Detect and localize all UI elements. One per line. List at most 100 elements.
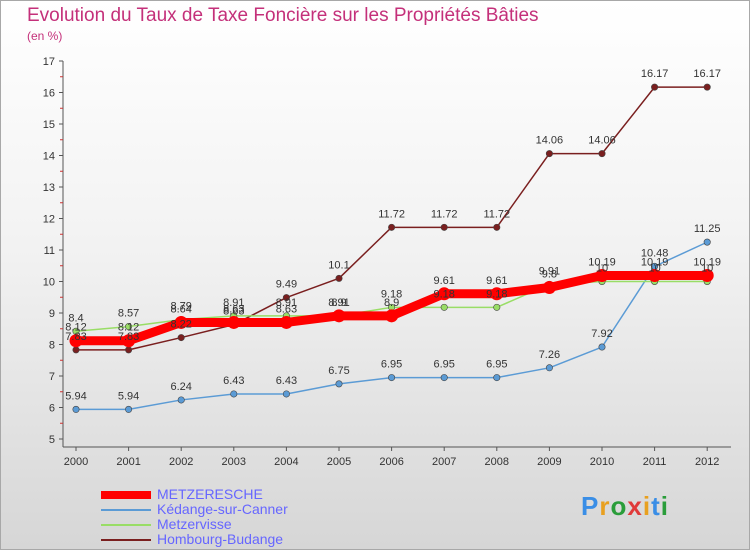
data-point	[598, 343, 606, 351]
data-point	[125, 346, 133, 354]
data-label: 11.72	[378, 208, 405, 220]
data-point	[279, 315, 293, 329]
legend-label: Hombourg-Budange	[157, 531, 284, 547]
data-label: 10.1	[328, 259, 349, 271]
data-point	[648, 269, 662, 283]
logo-letter: i	[642, 491, 652, 521]
legend-label: METZERESCHE	[157, 486, 263, 502]
data-label: 7.92	[591, 328, 612, 340]
x-tick-label: 2005	[327, 456, 351, 468]
x-tick-label: 2003	[222, 456, 246, 468]
data-label: 5.94	[118, 390, 139, 402]
data-point	[174, 315, 188, 329]
data-label: 8.4	[68, 312, 83, 324]
data-label: 10	[648, 263, 660, 275]
data-label: 9.61	[486, 275, 507, 287]
data-point	[651, 83, 659, 91]
legend-swatch	[101, 524, 151, 526]
y-tick-label: 12	[43, 214, 55, 226]
data-point	[335, 380, 343, 388]
y-tick-label: 9	[49, 308, 55, 320]
data-label: 8.9	[384, 297, 399, 309]
data-label: 9.91	[539, 265, 560, 277]
data-label: 14.06	[536, 135, 564, 147]
data-label: 8.57	[118, 308, 139, 320]
logo-letter: P	[581, 491, 600, 521]
data-label: 6.43	[276, 375, 297, 387]
legend-label: Kédange-sur-Canner	[157, 501, 288, 517]
data-label: 11.72	[483, 208, 510, 220]
logo-letter: t	[651, 491, 661, 521]
data-label: 16.17	[641, 68, 669, 80]
y-tick-label: 6	[49, 403, 55, 415]
x-tick-label: 2011	[643, 456, 667, 468]
x-tick-label: 2000	[64, 456, 88, 468]
x-tick-label: 2012	[695, 456, 719, 468]
data-label: 9.18	[381, 288, 402, 300]
data-label: 10.48	[641, 247, 669, 259]
x-tick-label: 2010	[590, 456, 614, 468]
data-point	[69, 334, 83, 348]
data-point	[703, 238, 711, 246]
data-point	[72, 405, 80, 413]
data-label: 8.91	[276, 297, 297, 309]
data-point	[282, 390, 290, 398]
x-tick-label: 2004	[274, 456, 298, 468]
y-tick-label: 14	[43, 151, 55, 163]
x-tick-label: 2002	[169, 456, 193, 468]
data-point	[440, 223, 448, 231]
data-point	[388, 374, 396, 382]
data-label: 11.72	[431, 208, 458, 220]
data-label: 6.43	[223, 375, 244, 387]
data-label: 5.94	[65, 390, 86, 402]
x-tick-label: 2008	[485, 456, 509, 468]
data-label: 6.24	[170, 381, 191, 393]
data-label: 10.19	[693, 257, 721, 269]
data-label: 16.17	[693, 68, 721, 80]
data-point	[545, 150, 553, 158]
data-label: 9.49	[276, 279, 297, 291]
logo-letter: o	[610, 491, 628, 521]
data-point	[700, 269, 714, 283]
data-label: 6.95	[433, 359, 454, 371]
data-point	[598, 150, 606, 158]
data-point	[440, 374, 448, 382]
logo-letter: i	[660, 491, 669, 521]
data-point	[72, 346, 80, 354]
proxiti-logo: Proxiti	[581, 491, 669, 522]
data-point	[125, 405, 133, 413]
data-label: 7.83	[65, 331, 86, 343]
data-label: 10	[596, 263, 608, 275]
data-label: 8.22	[170, 319, 191, 331]
data-label: 7.83	[118, 331, 139, 343]
data-label: 10.19	[588, 257, 616, 269]
x-tick-label: 2007	[432, 456, 456, 468]
y-tick-label: 10	[43, 277, 55, 289]
y-tick-label: 5	[49, 434, 55, 446]
y-tick-label: 15	[43, 119, 55, 131]
data-label: 14.06	[588, 135, 616, 147]
data-label: 6.95	[486, 359, 507, 371]
data-label: 9.8	[542, 268, 557, 280]
chart-title: Evolution du Taux de Taxe Foncière sur l…	[27, 5, 539, 26]
data-point	[282, 294, 290, 302]
legend-swatch	[101, 539, 151, 541]
data-label: 8.63	[223, 306, 244, 318]
data-point	[493, 374, 501, 382]
y-tick-label: 8	[49, 340, 55, 352]
data-label: 8.91	[223, 297, 244, 309]
data-label: 10	[701, 263, 713, 275]
data-point	[385, 309, 399, 323]
legend-label: Metzervisse	[157, 516, 232, 532]
legend-swatch	[101, 509, 151, 511]
data-point	[122, 334, 136, 348]
data-point	[542, 280, 556, 294]
data-point	[493, 223, 501, 231]
y-tick-label: 13	[43, 182, 55, 194]
x-tick-label: 2006	[379, 456, 403, 468]
logo-letter: x	[627, 491, 643, 521]
data-point	[177, 396, 185, 404]
data-label: 6.95	[381, 359, 402, 371]
data-label: 9.18	[433, 288, 454, 300]
